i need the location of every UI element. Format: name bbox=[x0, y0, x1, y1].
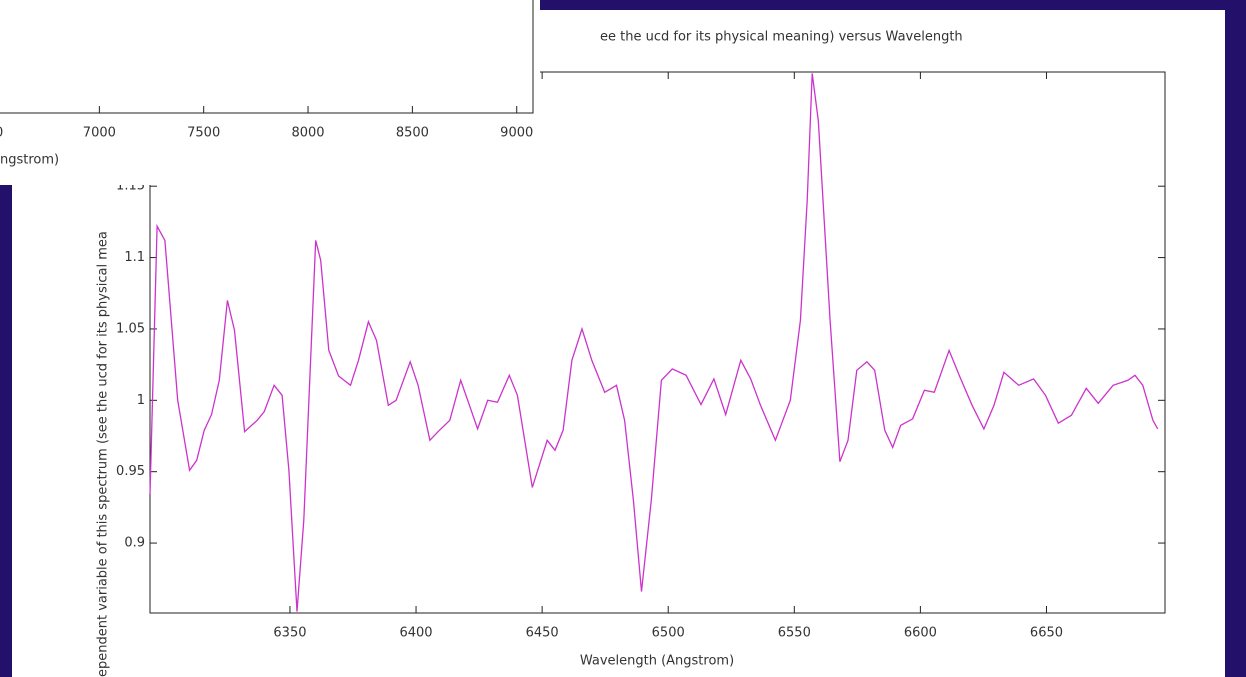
x-tick-label: 7000 bbox=[83, 126, 116, 141]
spectrum-line bbox=[149, 73, 1159, 612]
x-tick-label: 6550 bbox=[778, 626, 811, 641]
y-tick-label: 1.05 bbox=[116, 321, 145, 336]
back-window: ngstrom) 00 7000 7500 8000 8500 9000 bbox=[0, 0, 540, 185]
x-tick-label: 6400 bbox=[399, 626, 432, 641]
x-tick-label: 6500 bbox=[652, 626, 685, 641]
y-tick-label: 1.1 bbox=[124, 250, 145, 265]
window-background bbox=[0, 0, 540, 185]
x-tick-label: 8500 bbox=[396, 126, 429, 141]
y-tick-label: 0.9 bbox=[124, 536, 145, 551]
x-tick-label: 7500 bbox=[187, 126, 220, 141]
chart-title: ee the ucd for its physical meaning) ver… bbox=[600, 30, 963, 45]
plot-frame bbox=[0, 0, 534, 114]
y-axis-label: ependent variable of this spectrum (see … bbox=[96, 231, 111, 677]
y-tick-label: 0.95 bbox=[116, 464, 145, 479]
x-axis-label: ngstrom) bbox=[0, 153, 59, 168]
x-tick-label: 9000 bbox=[500, 126, 533, 141]
x-tick-label: 6650 bbox=[1030, 626, 1063, 641]
x-tick-label: 6350 bbox=[273, 626, 306, 641]
y-tick-label: 1 bbox=[137, 393, 145, 408]
x-tick-label: 6600 bbox=[904, 626, 937, 641]
x-tick-label: 00 bbox=[0, 126, 3, 141]
plot-frame bbox=[149, 71, 1166, 614]
x-tick-label: 6450 bbox=[526, 626, 559, 641]
x-axis-label: Wavelength (Angstrom) bbox=[580, 654, 734, 669]
x-tick-label: 8000 bbox=[291, 126, 324, 141]
